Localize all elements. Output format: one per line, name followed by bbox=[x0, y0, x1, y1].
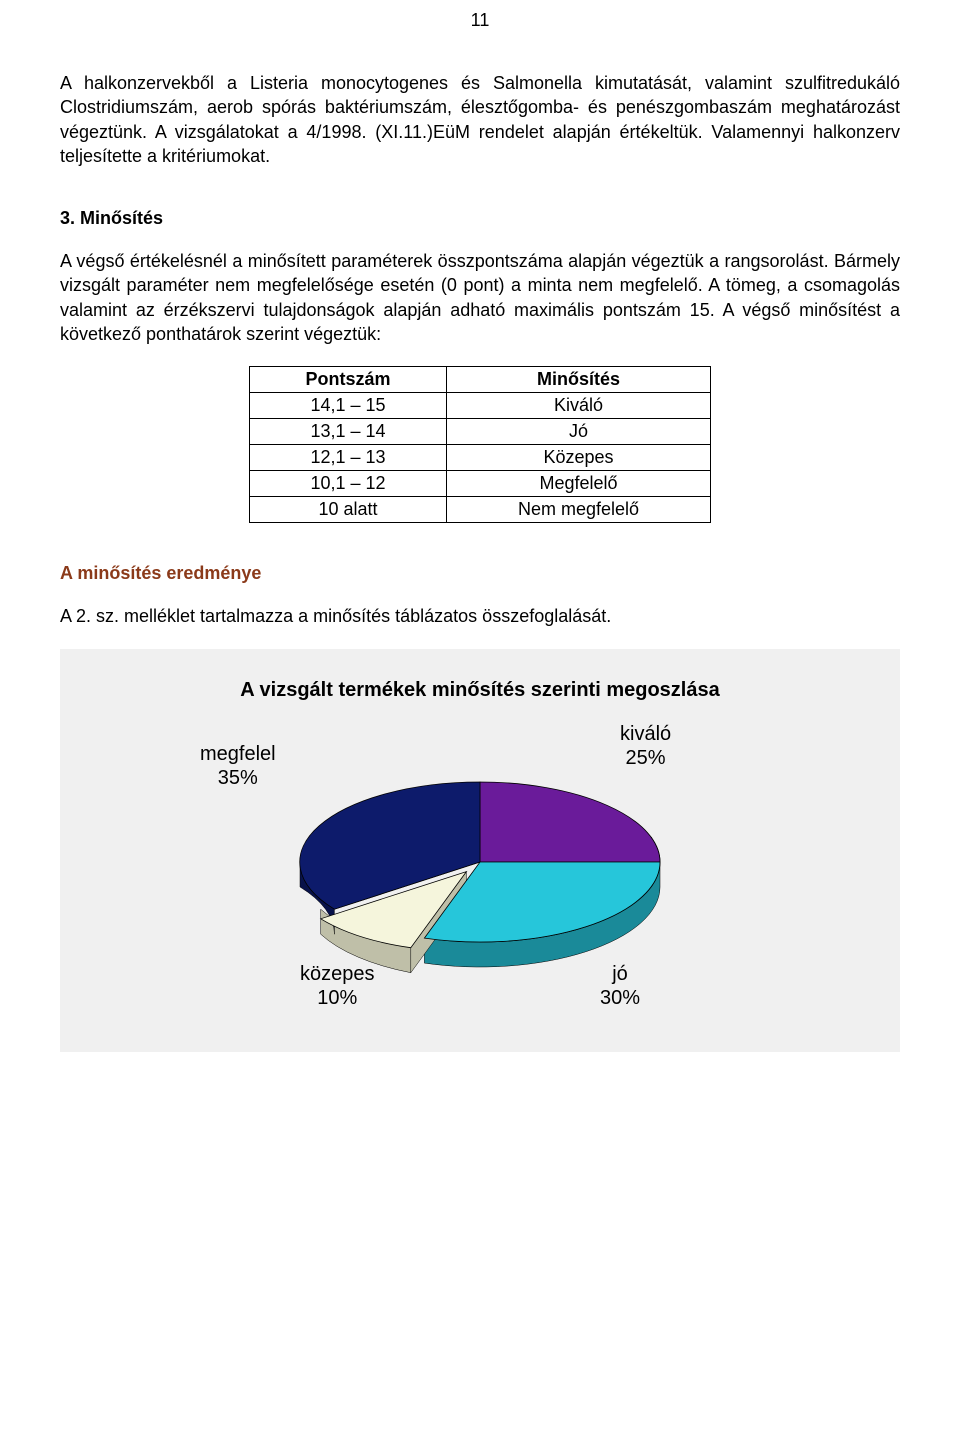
pie-top-kivalo bbox=[480, 782, 660, 862]
table-cell: Közepes bbox=[447, 445, 711, 471]
pie-chart-container: A vizsgált termékek minősítés szerinti m… bbox=[60, 649, 900, 1052]
pie-label-jo: jó 30% bbox=[600, 962, 640, 1010]
table-cell: 12,1 – 13 bbox=[250, 445, 447, 471]
paragraph-3: A 2. sz. melléklet tartalmazza a minősít… bbox=[60, 604, 900, 628]
pie-label-text: kiváló bbox=[620, 723, 671, 745]
table-cell: Nem megfelelő bbox=[447, 497, 711, 523]
pie-label-megfelel: megfelel 35% bbox=[200, 742, 276, 790]
pie-label-text: jó bbox=[612, 963, 628, 985]
chart-title: A vizsgált termékek minősítés szerinti m… bbox=[60, 679, 900, 702]
table-header-row: Pontszám Minősítés bbox=[250, 367, 711, 393]
table-row: 13,1 – 14 Jó bbox=[250, 419, 711, 445]
grading-table: Pontszám Minősítés 14,1 – 15 Kiváló 13,1… bbox=[249, 366, 711, 523]
pie-chart: kiváló 25% jó 30% közepes 10% megfelel 3… bbox=[130, 732, 830, 1012]
table-cell: 10 alatt bbox=[250, 497, 447, 523]
table-cell: Megfelelő bbox=[447, 471, 711, 497]
pie-label-text: közepes bbox=[300, 963, 375, 985]
pie-label-pct: 10% bbox=[317, 987, 357, 1009]
table-cell: 13,1 – 14 bbox=[250, 419, 447, 445]
pie-label-pct: 25% bbox=[626, 747, 666, 769]
table-cell: Jó bbox=[447, 419, 711, 445]
table-header: Pontszám bbox=[250, 367, 447, 393]
pie-label-text: megfelel bbox=[200, 743, 276, 765]
paragraph-1: A halkonzervekből a Listeria monocytogen… bbox=[60, 71, 900, 168]
paragraph-2: A végső értékelésnél a minősített paramé… bbox=[60, 249, 900, 346]
table-row: 14,1 – 15 Kiváló bbox=[250, 393, 711, 419]
result-heading: A minősítés eredménye bbox=[60, 563, 900, 584]
pie-label-kivalo: kiváló 25% bbox=[620, 722, 671, 770]
table-cell: 14,1 – 15 bbox=[250, 393, 447, 419]
pie-label-pct: 35% bbox=[218, 767, 258, 789]
section-heading-3: 3. Minősítés bbox=[60, 208, 900, 229]
table-row: 10,1 – 12 Megfelelő bbox=[250, 471, 711, 497]
table-header: Minősítés bbox=[447, 367, 711, 393]
document-page: 11 A halkonzervekből a Listeria monocyto… bbox=[0, 0, 960, 1092]
pie-label-pct: 30% bbox=[600, 987, 640, 1009]
pie-label-kozepes: közepes 10% bbox=[300, 962, 375, 1010]
table-cell: 10,1 – 12 bbox=[250, 471, 447, 497]
table-cell: Kiváló bbox=[447, 393, 711, 419]
page-number: 11 bbox=[60, 0, 900, 71]
table-row: 12,1 – 13 Közepes bbox=[250, 445, 711, 471]
table-row: 10 alatt Nem megfelelő bbox=[250, 497, 711, 523]
